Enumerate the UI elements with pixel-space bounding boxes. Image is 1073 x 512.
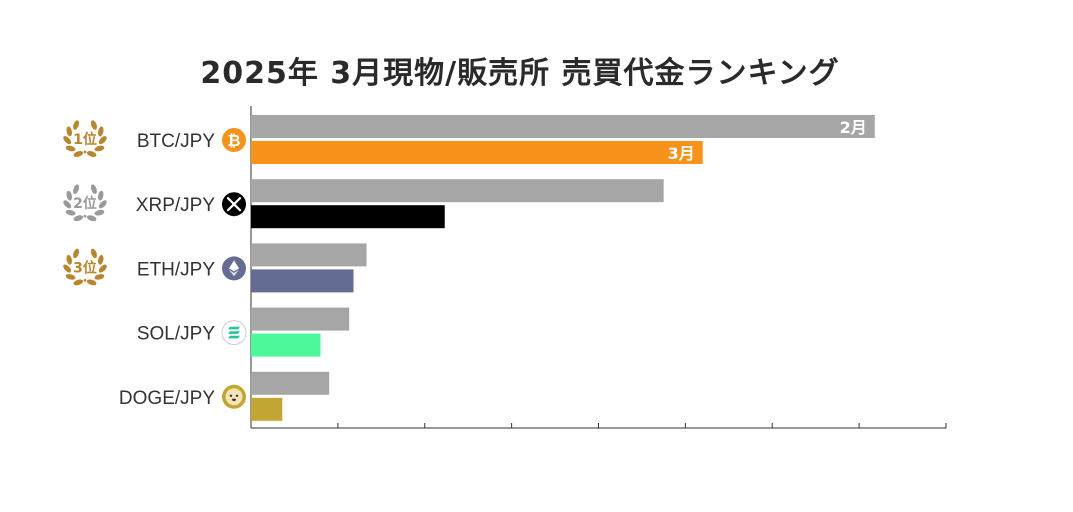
laurel-leaf (66, 190, 72, 201)
laurel-leaf (73, 151, 84, 157)
coin-icon-group (222, 192, 246, 217)
rank-badge: 2位 (63, 184, 107, 222)
rank-label: 1位 (73, 131, 97, 148)
rank-badge: 3位 (63, 248, 107, 286)
laurel-leaf (90, 184, 97, 194)
rank-badge: 1位 (63, 120, 107, 157)
category-label: DOGE/JPY (119, 388, 215, 409)
laurel-leaf (98, 136, 107, 145)
doge-eye (229, 394, 233, 397)
rank-label: 2位 (73, 195, 97, 212)
rank-label: 3位 (73, 259, 97, 276)
laurel-leaf (65, 209, 76, 216)
category-label: ETH/JPY (137, 259, 215, 280)
coin-icon-group (222, 256, 246, 281)
bar-label-feb: 2月 (840, 118, 867, 137)
laurel-leaf (65, 145, 76, 152)
laurel-leaf (98, 200, 107, 209)
doge-eye (235, 394, 239, 397)
laurel-leaf (63, 264, 72, 273)
eth-symbol-top (229, 260, 239, 272)
xrp-symbol (226, 197, 242, 212)
star-dot (90, 280, 92, 283)
laurel-leaf (63, 200, 72, 209)
star-dot (90, 216, 92, 219)
bar-mar-1 (251, 205, 445, 229)
laurel-leaf (86, 151, 97, 157)
coin-icon-group (222, 384, 246, 409)
bar-mar-0 (251, 141, 703, 164)
bar-mar-3 (251, 333, 321, 357)
laurel-leaf (73, 248, 80, 259)
laurel-leaf (65, 274, 76, 280)
laurel-leaf (73, 184, 80, 194)
bitcoin-symbol: ₿ (227, 131, 240, 150)
chart-title: 2025年 3月現物/販売所 売買代金ランキング (200, 56, 840, 91)
laurel-leaf (98, 190, 104, 201)
laurel-leaf (90, 120, 97, 130)
doge-face (225, 388, 243, 406)
laurel-leaf (66, 126, 72, 137)
laurel-leaf (63, 136, 72, 145)
category-label: XRP/JPY (136, 195, 216, 216)
laurel-leaf (98, 126, 104, 137)
solana-stripe (228, 326, 240, 330)
laurel-leaf (90, 248, 97, 259)
laurel-leaf (66, 254, 72, 265)
star-dot (90, 152, 92, 154)
laurel-leaf (73, 215, 84, 222)
laurel-leaf (98, 254, 104, 265)
bar-feb-3 (251, 307, 350, 331)
laurel-leaf (73, 120, 80, 130)
doge-nose (232, 398, 236, 401)
bar-mar-2 (251, 269, 354, 293)
bar-feb-1 (251, 179, 664, 203)
laurel-leaf (98, 264, 107, 273)
star-dot (78, 152, 80, 154)
laurel-leaf (86, 215, 97, 222)
category-label: BTC/JPY (137, 131, 215, 152)
bitcoin-icon (222, 128, 246, 152)
star-dot (78, 280, 80, 283)
laurel-leaf (86, 279, 97, 286)
coin-icon-group: ₿ (222, 128, 246, 152)
bar-feb-2 (251, 243, 367, 267)
bar-feb-0 (251, 115, 875, 138)
category-label: SOL/JPY (137, 324, 215, 345)
star-dot (78, 216, 80, 219)
laurel-leaf (94, 209, 105, 216)
star-dot (83, 150, 87, 154)
bar-feb-4 (251, 371, 330, 395)
coin-icon-group (221, 320, 247, 346)
bar-label-mar: 3月 (668, 144, 695, 163)
bar-mar-4 (251, 397, 283, 421)
laurel-leaf (94, 145, 105, 152)
solana-stripe (228, 335, 240, 339)
eth-symbol-bottom (229, 269, 239, 277)
star-dot (83, 279, 87, 282)
laurel-leaf (94, 274, 105, 280)
laurel-leaf (73, 279, 84, 286)
star-dot (83, 214, 87, 218)
solana-stripe (228, 331, 240, 334)
